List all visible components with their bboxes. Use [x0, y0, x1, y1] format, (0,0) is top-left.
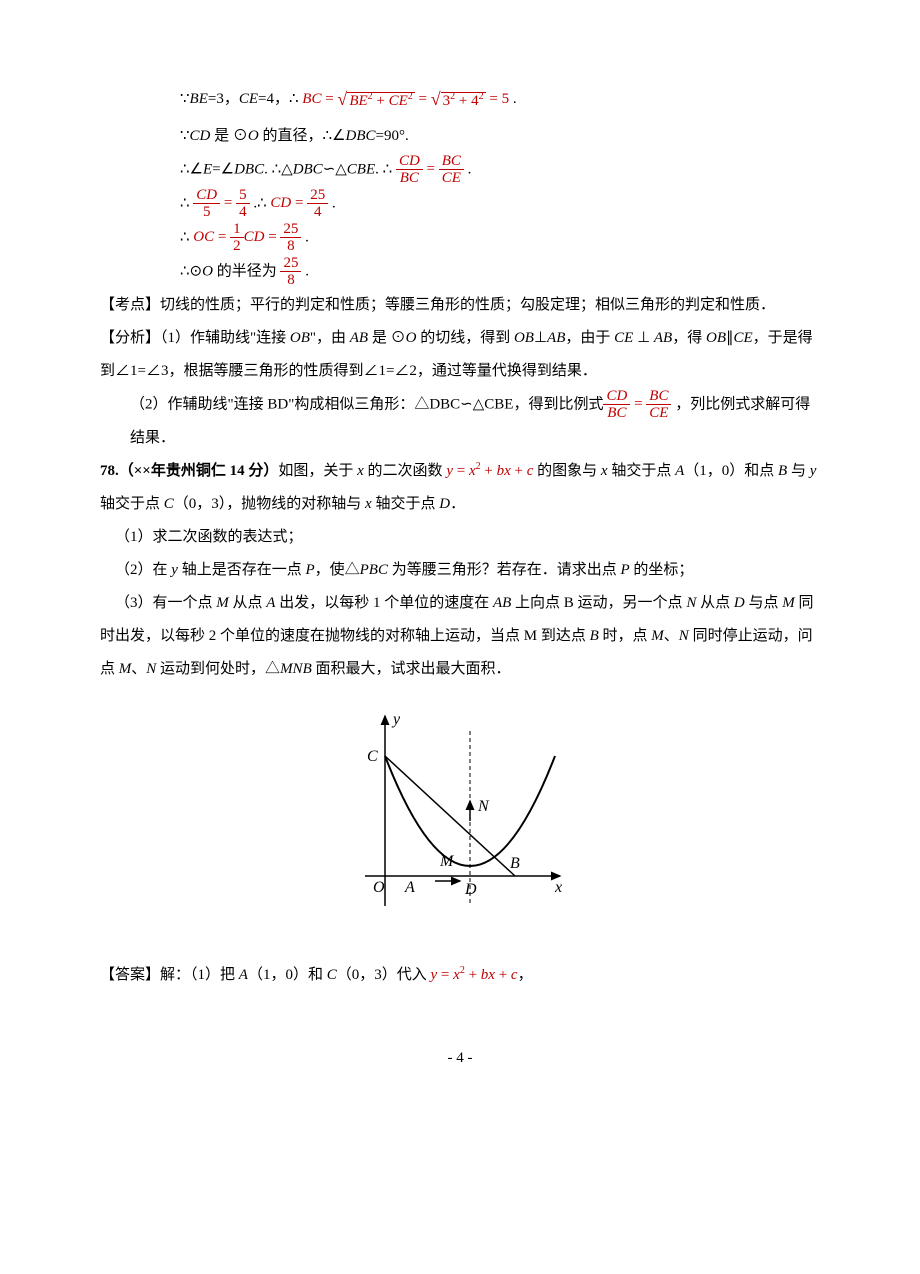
kaodian-tag: 【考点】 [100, 297, 160, 313]
fenxi-tag: 【分析】 [100, 330, 160, 346]
daan-tag: 【答案】 [100, 967, 160, 983]
proof-line-3: ∴∠E=∠DBC. ∴△DBC∽△CBE. ∴ CDBC = BCCE . [180, 153, 820, 187]
var-ce: CE [239, 91, 258, 107]
page-number: - 4 - [100, 1042, 820, 1075]
svg-text:A: A [404, 879, 415, 896]
daan: 【答案】解：（1）把 A（1，0）和 C（0，3）代入 y = x2 + bx … [100, 959, 820, 992]
svg-text:B: B [510, 855, 520, 872]
q78-number: 78.（××年贵州铜仁 14 分） [100, 463, 278, 479]
q78-equation: y = x2 + bx + c [446, 463, 533, 479]
proof-line-2: ∵CD 是 ⊙O 的直径，∴∠DBC=90°. [180, 120, 820, 153]
formula-ratio: CDBC = BCCE [396, 161, 464, 177]
var-be: BE [190, 91, 208, 107]
parabola-svg: C N M O A D B x y [345, 706, 575, 926]
therefore: ∴ [289, 91, 299, 107]
txt: . [509, 91, 517, 107]
proof-line-1: ∵BE=3，CE=4，∴ BC = √BE2 + CE2 = √32 + 42 … [180, 80, 820, 120]
txt: =4， [258, 91, 289, 107]
svg-text:C: C [367, 748, 378, 765]
q78-stem: 78.（××年贵州铜仁 14 分）如图，关于 x 的二次函数 y = x2 + … [100, 455, 820, 521]
txt: =3， [208, 91, 239, 107]
svg-text:O: O [373, 879, 385, 896]
proof-line-4: ∴ CD5 = 54 .∴ CD = 254 . [180, 187, 820, 221]
fenxi-1: 【分析】（1）作辅助线"连接 OB"，由 AB 是 ⊙O 的切线，得到 OB⊥A… [100, 322, 820, 388]
q78-part1: （1）求二次函数的表达式； [100, 521, 820, 554]
proof-line-5: ∴ OC = 12CD = 258 . [180, 221, 820, 255]
kaodian-text: 切线的性质；平行的判定和性质；等腰三角形的性质；勾股定理；相似三角形的判定和性质… [160, 297, 775, 313]
q78-part3: （3）有一个点 M 从点 A 出发，以每秒 1 个单位的速度在 AB 上向点 B… [100, 587, 820, 686]
q78-part2: （2）在 y 轴上是否存在一点 P，使△PBC 为等腰三角形？若存在．请求出点 … [100, 554, 820, 587]
svg-text:x: x [554, 879, 562, 896]
svg-text:M: M [439, 853, 455, 870]
svg-text:D: D [464, 881, 477, 898]
because: ∵ [180, 91, 190, 107]
kaodian: 【考点】切线的性质；平行的判定和性质；等腰三角形的性质；勾股定理；相似三角形的判… [100, 289, 820, 322]
proof-block: ∵BE=3，CE=4，∴ BC = √BE2 + CE2 = √32 + 42 … [180, 80, 820, 289]
svg-text:y: y [391, 711, 401, 728]
fenxi-2: （2）作辅助线"连接 BD"构成相似三角形：△DBC∽△CBE，得到比例式CDB… [130, 388, 820, 455]
daan-equation: y = x2 + bx + c [431, 967, 518, 983]
formula-bc: BC = √BE2 + CE2 = √32 + 42 = 5 [302, 91, 509, 107]
svg-text:N: N [477, 798, 490, 815]
proof-line-6: ∴⊙O 的半径为 258 . [180, 255, 820, 289]
parabola-figure: C N M O A D B x y [100, 706, 820, 939]
